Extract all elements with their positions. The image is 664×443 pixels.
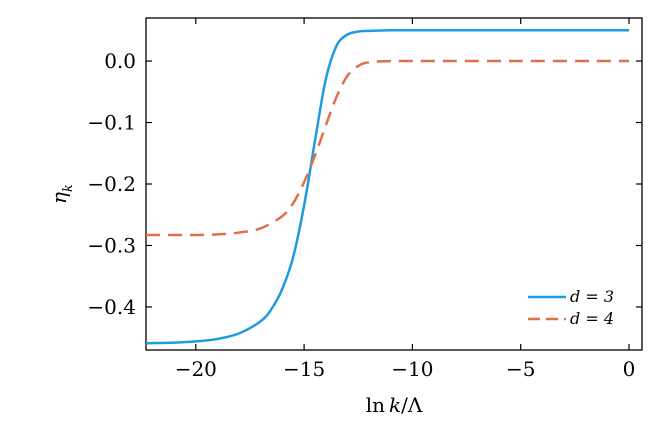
x-tick-label: −15 <box>283 357 325 381</box>
y-axis-label: ηk <box>47 184 76 204</box>
y-tick-label: −0.2 <box>87 172 136 196</box>
legend: d = 3 d = 4 <box>528 287 614 328</box>
y-tick-label: −0.4 <box>87 295 136 319</box>
x-tick-label: 0 <box>623 357 636 381</box>
series-line-d3 <box>146 29 629 345</box>
legend-label-d4: d = 4 <box>570 309 614 328</box>
axis-ticks: −20 −15 −10 −5 0 0.0 −0.1 −0.2 −0.3 −0.4 <box>87 18 642 381</box>
y-tick-label: −0.3 <box>87 233 136 257</box>
plot-frame <box>145 17 643 351</box>
x-tick-label: −10 <box>391 357 433 381</box>
x-tick-label: −20 <box>175 357 217 381</box>
series-layer <box>146 29 629 345</box>
legend-label-d3: d = 3 <box>570 287 614 306</box>
x-axis-label: ln k/Λ <box>366 393 423 417</box>
series-line-d4 <box>146 59 629 237</box>
y-tick-label: 0.0 <box>104 49 136 73</box>
x-tick-label: −5 <box>506 357 535 381</box>
y-tick-label: −0.1 <box>87 111 136 135</box>
